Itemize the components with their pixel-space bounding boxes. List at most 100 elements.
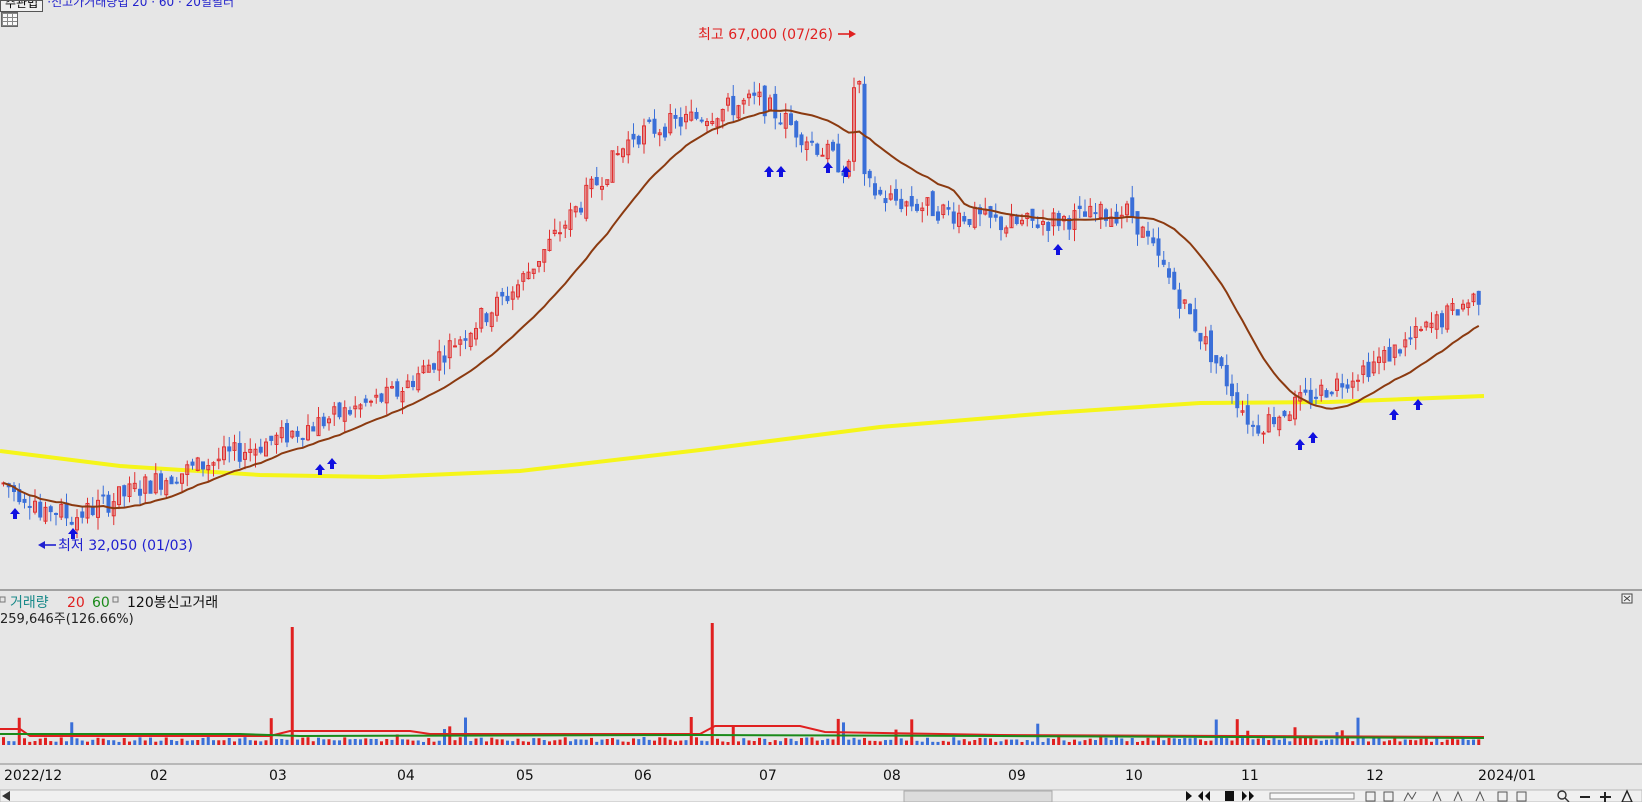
zoom-slider[interactable] — [1269, 792, 1355, 800]
candle — [1387, 338, 1392, 362]
candle — [12, 482, 16, 502]
volume-bar — [742, 738, 746, 745]
stop-icon[interactable] — [1225, 791, 1234, 801]
candle-body — [1382, 349, 1387, 363]
font-size-icon[interactable] — [1621, 789, 1633, 802]
volume-bar — [290, 627, 294, 745]
volume-bar — [668, 739, 672, 745]
panel-maximize-icon[interactable] — [1621, 593, 1633, 604]
volume-bar — [868, 740, 872, 745]
candle — [894, 179, 898, 206]
candle — [1345, 378, 1350, 393]
candle-body — [1177, 289, 1182, 309]
candle — [1350, 372, 1355, 399]
candle — [710, 112, 715, 126]
candle-body — [306, 425, 310, 441]
volume-bar — [185, 740, 189, 745]
rewind-icon[interactable] — [1198, 791, 1210, 801]
volume-bar — [1330, 739, 1334, 745]
volume-bar — [122, 738, 126, 745]
volume-bar — [506, 740, 509, 745]
volume-bar — [805, 737, 809, 745]
x-axis: 2022/12 02 03 04 05 06 07 08 09 10 11 12 2024/01 — [0, 765, 1642, 789]
candle — [1062, 214, 1066, 231]
volume-bar — [1046, 738, 1050, 745]
candle-body — [1188, 303, 1192, 315]
volume-bar — [395, 734, 399, 745]
candle — [311, 421, 316, 432]
candle — [694, 107, 699, 121]
volume-bar — [590, 737, 593, 745]
candle — [804, 136, 809, 161]
candle — [285, 419, 289, 448]
candle-body — [106, 494, 111, 513]
candle — [348, 406, 352, 417]
chart-tools-icons[interactable] — [1365, 790, 1527, 802]
volume-bar — [238, 738, 242, 745]
candle — [668, 103, 673, 136]
volume-bar — [1125, 741, 1129, 745]
volume-extra-label: 120봉신고거래 — [127, 595, 218, 611]
signal-arrow-icon — [776, 166, 786, 177]
volume-bar — [611, 738, 614, 745]
volume-bar — [710, 623, 714, 745]
volume-bar — [1398, 741, 1402, 745]
candle-body — [773, 93, 778, 119]
candle — [636, 134, 641, 149]
scroll-left-icon[interactable] — [2, 791, 10, 801]
scroll-thumb[interactable] — [903, 790, 1053, 802]
volume-bar — [952, 737, 956, 745]
x-axis-label: 06 — [634, 768, 652, 784]
candle — [794, 119, 799, 148]
volume-bar — [1335, 732, 1339, 745]
candle — [1445, 303, 1450, 333]
candle-body — [936, 211, 940, 221]
x-axis-label: 11 — [1241, 768, 1259, 784]
volume-bar — [1136, 741, 1139, 745]
volume-bar — [532, 738, 536, 745]
zoom-in-icon[interactable] — [1600, 792, 1611, 802]
volume-bar — [1393, 737, 1397, 745]
candle-body — [243, 451, 247, 460]
candle-body — [237, 442, 242, 462]
candle — [715, 117, 720, 135]
candle-body — [80, 511, 85, 518]
candle-body — [1461, 303, 1465, 310]
volume-bar — [1199, 739, 1202, 745]
candle-body — [857, 80, 862, 85]
candle — [1046, 221, 1051, 243]
candle — [64, 493, 69, 527]
candle-body — [48, 506, 53, 513]
candle — [762, 84, 767, 124]
volume-bar — [999, 741, 1003, 745]
search-icon[interactable] — [1557, 790, 1570, 802]
volume-bar — [1020, 741, 1024, 745]
play-icon[interactable] — [1186, 791, 1192, 801]
candle-body — [615, 153, 620, 156]
candle-body — [579, 207, 583, 213]
x-axis-label: 04 — [397, 768, 415, 784]
volume-bar — [353, 738, 357, 745]
candle-body — [174, 481, 179, 484]
candle — [1419, 326, 1423, 332]
volume-bar — [390, 739, 394, 745]
fast-forward-icon[interactable] — [1242, 791, 1254, 801]
candle-body — [395, 381, 400, 397]
candle — [1009, 203, 1014, 229]
candle-body — [421, 365, 426, 374]
candle — [531, 268, 536, 280]
method-button[interactable]: 주관법 — [0, 0, 44, 12]
volume-bar — [180, 738, 184, 745]
volume-bar — [579, 739, 583, 745]
candle — [384, 377, 389, 415]
volume-bar — [1041, 741, 1045, 745]
volume-bar — [112, 740, 116, 745]
candle-body — [432, 363, 436, 370]
grid-toggle-icon[interactable] — [1, 12, 18, 27]
candle — [1303, 377, 1308, 396]
candle — [610, 150, 615, 183]
candle — [657, 128, 662, 147]
volume-bar — [1141, 740, 1145, 745]
volume-bar — [149, 737, 152, 745]
volume-bar — [280, 739, 284, 745]
